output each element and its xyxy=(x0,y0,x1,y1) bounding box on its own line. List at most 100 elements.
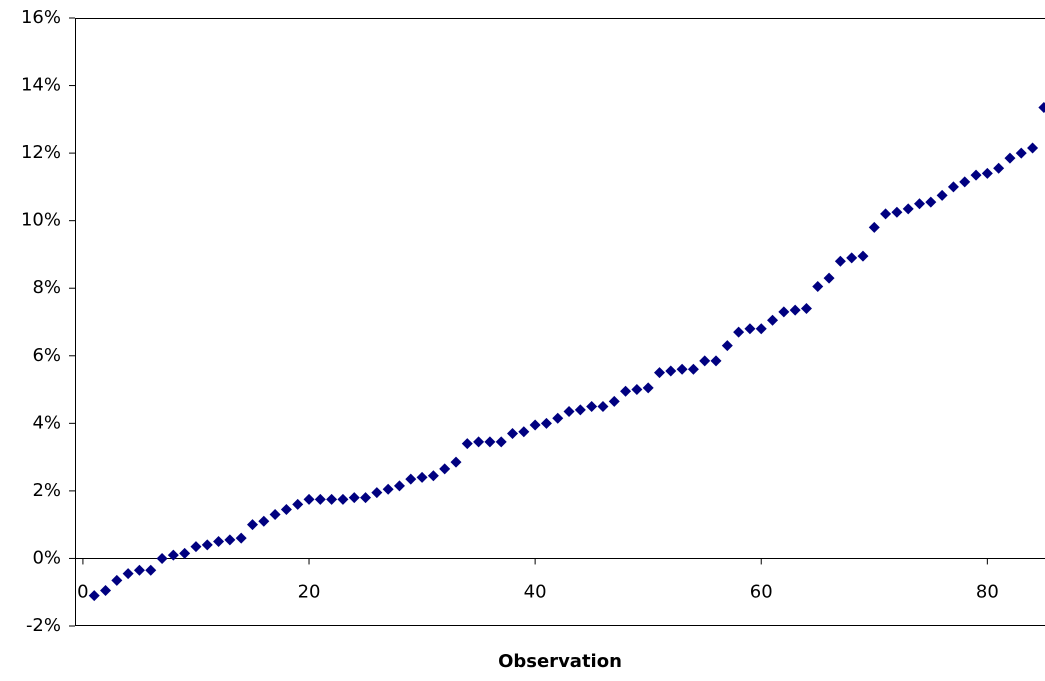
point xyxy=(224,534,236,546)
point xyxy=(699,355,711,367)
point xyxy=(518,426,530,438)
point xyxy=(721,340,733,352)
point xyxy=(371,487,383,499)
point xyxy=(767,314,779,326)
point xyxy=(597,400,609,412)
point xyxy=(653,367,665,379)
point xyxy=(914,198,926,210)
point xyxy=(800,302,812,314)
point xyxy=(450,456,462,468)
point xyxy=(857,250,869,262)
y-tick-label: -2% xyxy=(26,615,61,636)
point xyxy=(100,585,112,597)
point xyxy=(891,206,903,218)
point xyxy=(586,400,598,412)
point xyxy=(246,519,258,531)
point xyxy=(676,363,688,375)
point xyxy=(133,564,145,576)
point xyxy=(755,323,767,335)
y-tick-label: 12% xyxy=(21,142,61,163)
point xyxy=(269,509,281,521)
point xyxy=(642,382,654,394)
x-axis-title: Observation xyxy=(498,651,622,672)
point xyxy=(88,590,100,602)
point xyxy=(235,532,247,544)
point xyxy=(303,493,315,505)
point xyxy=(789,304,801,316)
point xyxy=(156,552,168,564)
x-tick-label: 60 xyxy=(750,581,773,602)
point xyxy=(507,427,519,439)
point xyxy=(190,541,202,553)
y-tick-label: 8% xyxy=(32,277,61,298)
point xyxy=(122,568,134,580)
x-tick-label: 0 xyxy=(77,581,88,602)
point xyxy=(981,167,993,179)
point xyxy=(1027,142,1039,154)
points xyxy=(88,102,1045,602)
point xyxy=(1038,102,1045,114)
point xyxy=(778,306,790,318)
y-tick-label: 2% xyxy=(32,480,61,501)
point xyxy=(201,539,213,551)
point xyxy=(936,189,948,201)
point xyxy=(947,181,959,193)
point xyxy=(744,323,756,335)
point xyxy=(812,281,824,293)
point xyxy=(552,412,564,424)
y-tick-label: 14% xyxy=(21,75,61,96)
point xyxy=(337,493,349,505)
point xyxy=(823,272,835,284)
point xyxy=(529,419,541,431)
point xyxy=(111,574,123,586)
point xyxy=(563,406,575,418)
x-tick-label: 20 xyxy=(298,581,321,602)
y-tick-label: 6% xyxy=(32,345,61,366)
point xyxy=(280,503,292,515)
point xyxy=(348,492,360,504)
point xyxy=(540,417,552,429)
point xyxy=(608,395,620,407)
y-tick-label: 10% xyxy=(21,210,61,231)
point xyxy=(145,564,157,576)
point xyxy=(461,438,473,450)
point xyxy=(439,463,451,475)
point xyxy=(631,384,643,396)
point xyxy=(993,162,1005,174)
point xyxy=(880,208,892,220)
point xyxy=(179,547,191,559)
point xyxy=(405,473,417,485)
point xyxy=(620,385,632,397)
point xyxy=(326,493,338,505)
point xyxy=(484,436,496,448)
point xyxy=(665,365,677,377)
point xyxy=(902,203,914,215)
point xyxy=(416,471,428,483)
point xyxy=(925,196,937,208)
point xyxy=(167,549,179,561)
point xyxy=(574,404,586,416)
point xyxy=(427,470,439,482)
point xyxy=(959,176,971,188)
point xyxy=(495,436,507,448)
y-tick-label: 16% xyxy=(21,7,61,28)
point xyxy=(314,493,326,505)
x-tick-label: 80 xyxy=(976,581,999,602)
point xyxy=(834,255,846,267)
point xyxy=(710,355,722,367)
y-tick-label: 4% xyxy=(32,412,61,433)
point xyxy=(473,436,485,448)
point xyxy=(382,483,394,495)
point xyxy=(393,480,405,492)
point xyxy=(360,492,372,504)
point xyxy=(1015,147,1027,159)
point xyxy=(1004,152,1016,164)
point xyxy=(292,498,304,510)
point xyxy=(687,363,699,375)
point xyxy=(213,536,225,548)
point xyxy=(846,252,858,264)
point xyxy=(258,515,270,527)
y-tick-label: 0% xyxy=(32,547,61,568)
x-tick-label: 40 xyxy=(524,581,547,602)
